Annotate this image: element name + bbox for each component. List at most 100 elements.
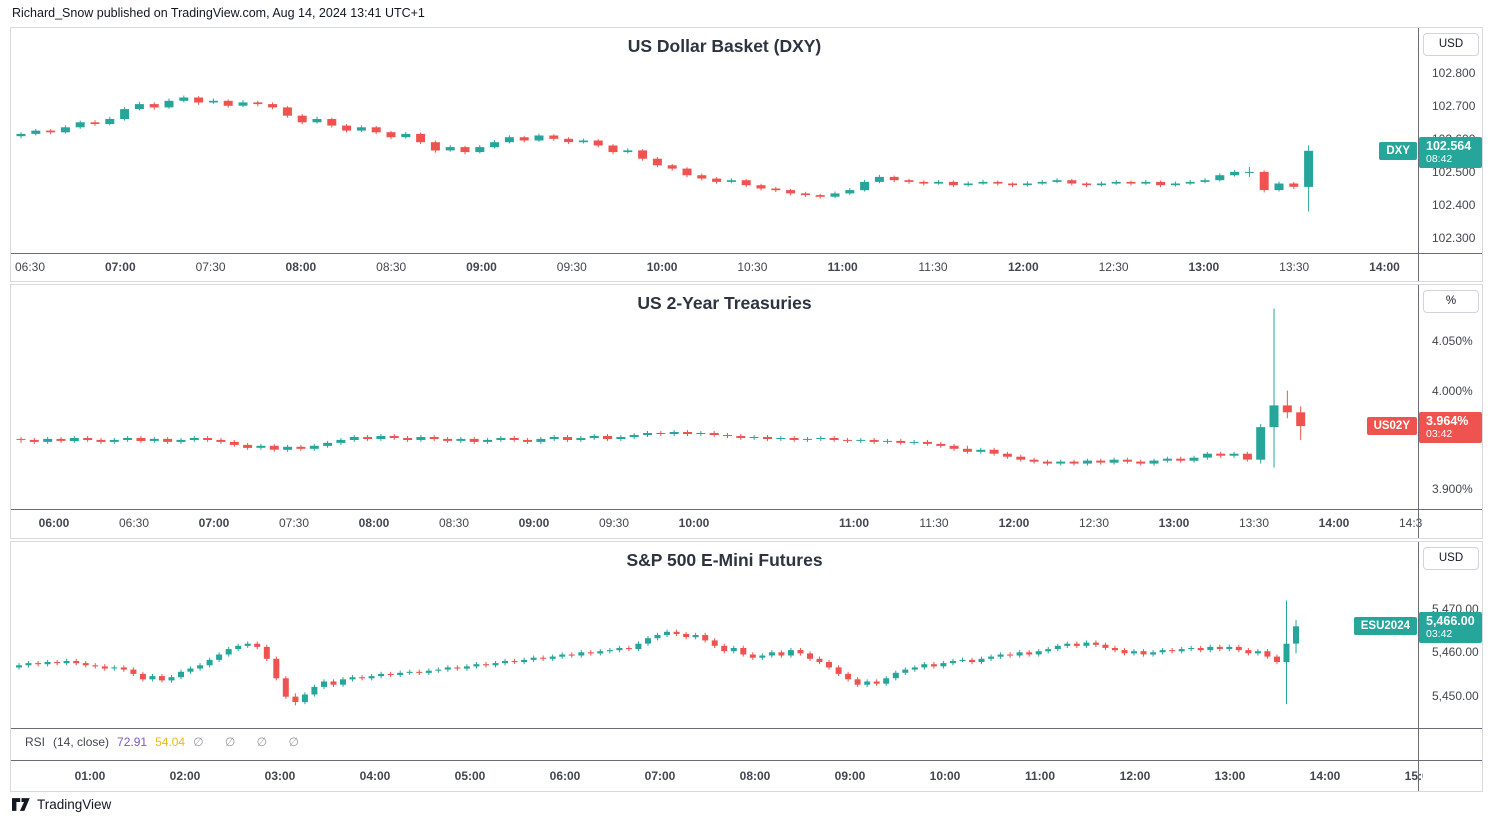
time-tick-label: 04:00 (359, 769, 391, 783)
time-tick-label: 14:00 (1369, 260, 1400, 274)
time-tick-label: 07:00 (198, 516, 230, 530)
time-tick-label: 09:00 (466, 260, 497, 274)
time-tick-label: 06:30 (14, 260, 46, 274)
price-axis-separator (1418, 542, 1419, 791)
time-tick-label: 14:00 (1309, 769, 1341, 783)
candlestick-series (16, 95, 1314, 212)
bar-countdown: 08:42 (1426, 152, 1453, 165)
time-tick-label: 08:00 (285, 260, 317, 274)
tradingview-footer[interactable]: TradingView (12, 796, 111, 813)
chart-panel-us02y: US 2-Year Treasuries 06:00 06:30 07:00 07:3… (10, 284, 1483, 539)
last-price-value: 102.564 (1426, 138, 1472, 153)
time-tick-label: 03:00 (264, 769, 296, 783)
time-tick-label: 10:00 (646, 260, 678, 274)
chart-title-es-futures: S&P 500 E-Mini Futures (626, 550, 823, 570)
axis-line (11, 760, 1482, 761)
axis-line (11, 509, 1482, 510)
time-tick-label: 11:00 (827, 260, 858, 274)
time-tick-label: 14:30 (1398, 516, 1423, 530)
price-axis-separator (1418, 285, 1419, 538)
time-tick-label: 13:00 (1188, 260, 1220, 274)
price-tick-label: 3.900% (1432, 482, 1473, 497)
time-tick-label: 13:30 (1238, 516, 1270, 530)
chart-title-us02y: US 2-Year Treasuries (637, 293, 812, 313)
bar-countdown: 03:42 (1426, 428, 1453, 441)
time-axis[interactable]: 06:30 07:00 07:30 08:00 08:30 09:00 09:30 10:00… (11, 28, 1423, 281)
price-tick-label: 102.800 (1432, 65, 1476, 80)
time-axis[interactable]: 06:00 06:30 07:00 07:30 08:00 08:30 09:00 09:30… (11, 285, 1423, 538)
time-tick-label: 13:30 (1279, 260, 1310, 274)
price-tick-label: 5,450.00 (1432, 688, 1479, 703)
time-tick-label: 09:00 (518, 516, 550, 530)
rsi-label: RSI (25, 735, 46, 749)
rsi-params: (14, close) (53, 735, 110, 749)
time-tick-label: 11:00 (1024, 769, 1056, 783)
candlestick-series (16, 308, 1306, 468)
rsi-value-2: 54.04 (155, 735, 186, 749)
price-scale-unit-button[interactable]: USD (1423, 33, 1479, 56)
time-tick-label: 13:00 (1214, 769, 1246, 783)
time-tick-label: 08:00 (739, 769, 771, 783)
time-tick-label: 11:30 (918, 260, 948, 274)
time-tick-label: 07:00 (644, 769, 676, 783)
time-tick-label: 06:00 (549, 769, 581, 783)
price-scale-unit-button[interactable]: % (1423, 290, 1479, 313)
time-tick-label: 11:30 (919, 516, 949, 530)
time-tick-label: 08:00 (358, 516, 390, 530)
time-axis[interactable]: 01:00 02:00 03:00 04:00 05:00 06:00 07:00 08:00… (11, 542, 1423, 791)
time-tick-label: 12:00 (1119, 769, 1151, 783)
tradingview-brand-text: TradingView (37, 797, 112, 812)
time-tick-label: 12:00 (998, 516, 1030, 530)
symbol-tag: ESU2024 (1353, 617, 1417, 636)
price-tick-label: 5,460.00 (1432, 645, 1479, 660)
time-tick-label: 06:30 (118, 516, 150, 530)
rsi-empty-values: ∅ ∅ ∅ ∅ (193, 735, 308, 749)
bar-countdown: 03:42 (1426, 628, 1453, 641)
rsi-legend[interactable]: RSI (14, close) 72.91 54.04 ∅ ∅ ∅ ∅ (25, 735, 316, 749)
price-scale-unit-button[interactable]: USD (1423, 547, 1479, 570)
symbol-tag: US02Y (1366, 417, 1417, 436)
time-tick-label: 10:00 (678, 516, 710, 530)
last-price-label: 3.964% 03:42 (1419, 412, 1482, 444)
price-tick-label: 102.500 (1432, 164, 1476, 179)
price-axis[interactable]: 4.050% 4.000% 3.900% (1419, 285, 1482, 538)
time-tick-label: 06:00 (38, 516, 70, 530)
axis-line (11, 728, 1482, 729)
chart-panel-dxy: US Dollar Basket (DXY) 06:30 07:00 07:30 08… (10, 27, 1483, 282)
time-tick-label: 07:30 (195, 260, 226, 274)
time-tick-label: 12:30 (1078, 516, 1110, 530)
time-tick-label: 10:30 (737, 260, 768, 274)
time-tick-label: 11:00 (838, 516, 870, 530)
last-price-label: 102.564 08:42 (1419, 136, 1482, 168)
time-tick-label: 02:00 (169, 769, 201, 783)
time-tick-label: 14:00 (1318, 516, 1350, 530)
last-price-label: 5,466.00 03:42 (1419, 612, 1482, 644)
price-axis-separator (1418, 28, 1419, 281)
chart-panel-es-futures: S&P 500 E-Mini Futures 01:00 02:00 03:00 04… (10, 541, 1483, 792)
time-tick-label: 01:00 (74, 769, 106, 783)
price-tick-label: 102.700 (1432, 98, 1476, 113)
time-tick-label: 09:30 (598, 516, 630, 530)
time-tick-label: 13:00 (1158, 516, 1190, 530)
candlestick-series (16, 600, 1299, 706)
price-tick-label: 4.000% (1432, 383, 1473, 398)
attribution-text: Richard_Snow published on TradingView.co… (12, 6, 425, 20)
axis-line (11, 253, 1482, 254)
last-price-value: 3.964% (1426, 414, 1469, 429)
price-tick-label: 102.300 (1432, 231, 1476, 246)
time-tick-label: 12:30 (1098, 260, 1129, 274)
time-tick-label: 12:00 (1007, 260, 1039, 274)
time-tick-label: 07:00 (104, 260, 136, 274)
time-tick-label: 09:00 (834, 769, 866, 783)
time-tick-label: 07:30 (278, 516, 310, 530)
time-tick-label: 08:30 (376, 260, 407, 274)
chart-title-dxy: US Dollar Basket (DXY) (627, 36, 822, 56)
price-tick-label: 102.400 (1432, 198, 1476, 212)
symbol-tag: DXY (1379, 141, 1417, 160)
rsi-value-1: 72.91 (117, 735, 148, 749)
time-tick-label: 09:30 (556, 260, 587, 274)
tradingview-logo (12, 798, 30, 811)
price-axis[interactable]: 5,470.00 5,460.00 5,450.00 (1419, 542, 1482, 791)
time-tick-label: 05:00 (454, 769, 486, 783)
